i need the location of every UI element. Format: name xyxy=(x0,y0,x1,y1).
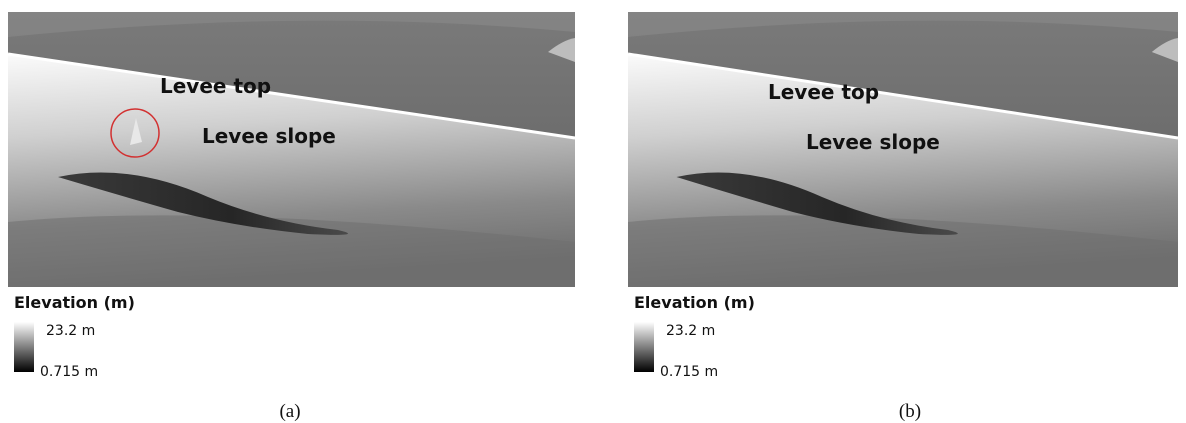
legend-title: Elevation (m) xyxy=(634,293,755,312)
legend-min: 0.715 m xyxy=(660,364,718,380)
label-slope: Levee slope xyxy=(806,130,940,154)
caption: (a) xyxy=(279,401,300,422)
terrain-image xyxy=(8,12,575,287)
label-slope: Levee slope xyxy=(202,124,336,148)
figure: Levee top Levee slope Elevation (m) 23.2… xyxy=(0,0,1186,423)
label-top: Levee top xyxy=(160,74,271,98)
legend-max: 23.2 m xyxy=(46,323,95,339)
legend-ramp xyxy=(14,322,34,372)
panel-a: Levee top Levee slope Elevation (m) 23.2… xyxy=(8,12,575,422)
caption: (b) xyxy=(899,401,921,422)
legend-title: Elevation (m) xyxy=(14,293,135,312)
legend-ramp xyxy=(634,322,654,372)
panel-b: Levee top Levee slope Elevation (m) 23.2… xyxy=(628,12,1178,422)
legend-min: 0.715 m xyxy=(40,364,98,380)
label-top: Levee top xyxy=(768,80,879,104)
legend-max: 23.2 m xyxy=(666,323,715,339)
